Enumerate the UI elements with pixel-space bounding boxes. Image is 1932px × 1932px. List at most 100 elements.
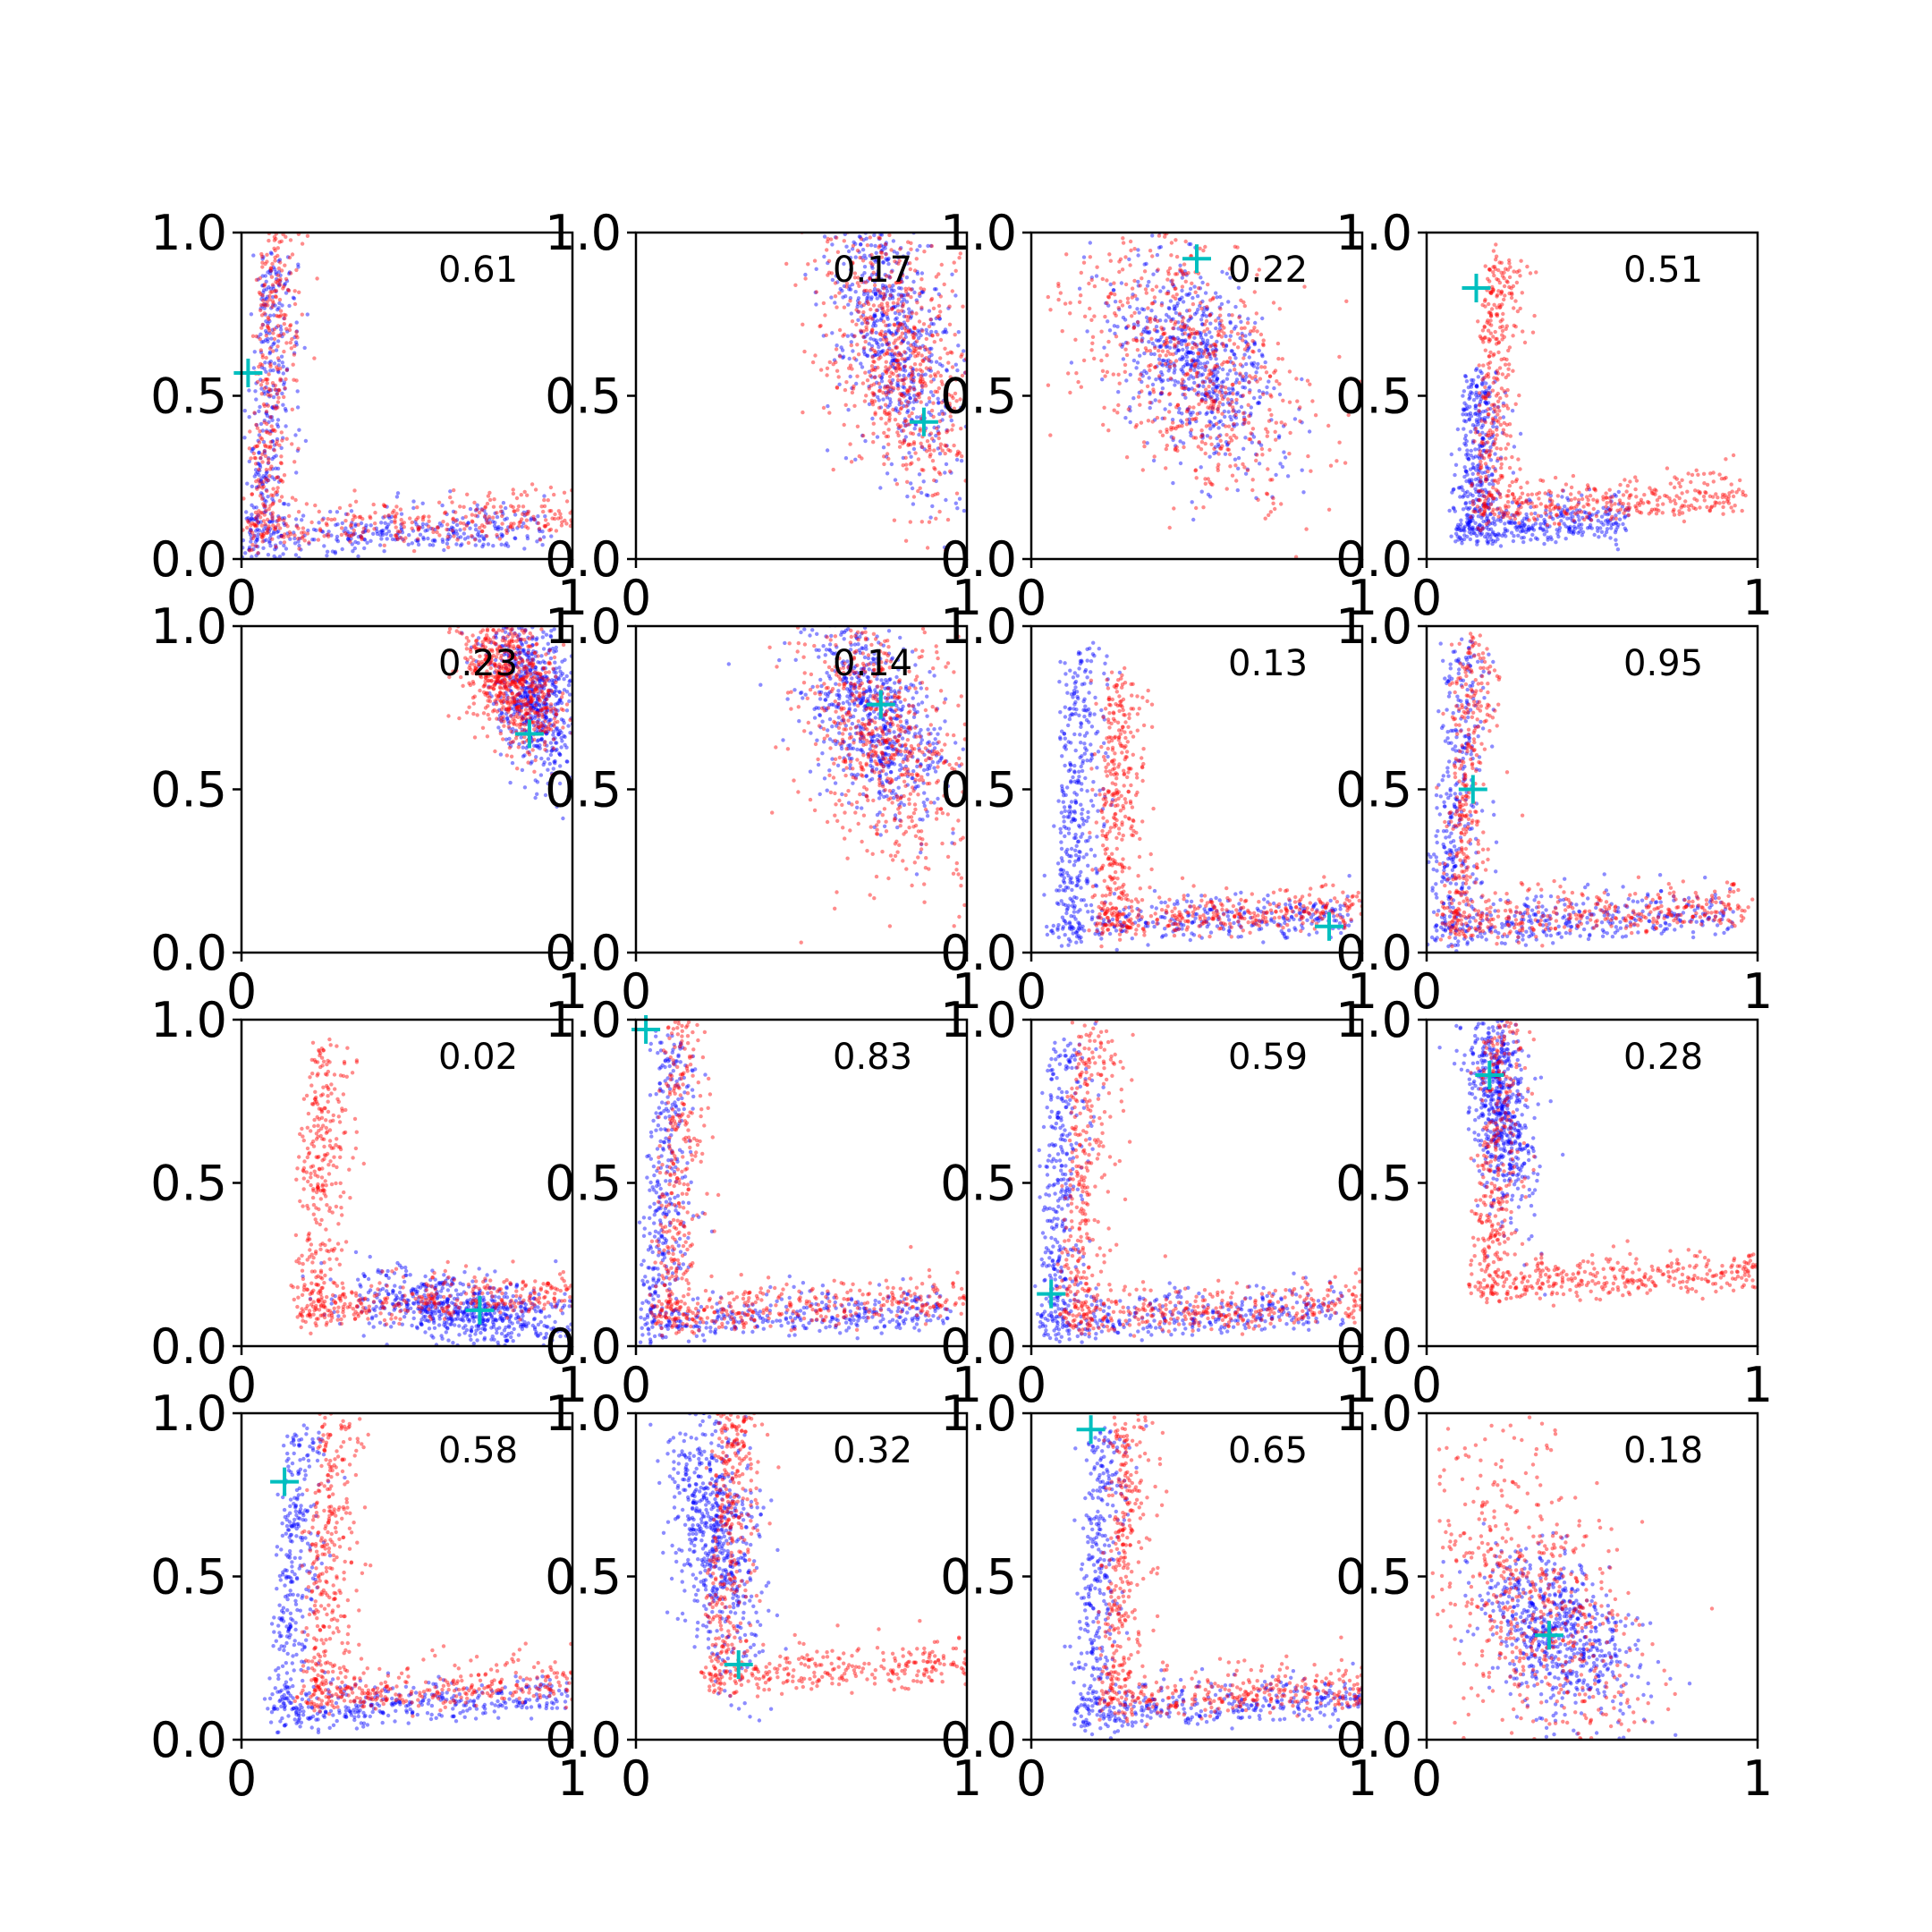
scatter-point bbox=[896, 280, 902, 284]
scatter-point bbox=[1216, 462, 1221, 467]
scatter-point bbox=[904, 399, 909, 403]
scatter-point bbox=[1187, 377, 1191, 381]
scatter-point bbox=[1492, 410, 1496, 414]
scatter-point bbox=[861, 329, 866, 334]
scatter-point bbox=[1571, 529, 1575, 533]
scatter-point bbox=[911, 279, 916, 284]
scatter-point bbox=[874, 272, 878, 276]
scatter-point bbox=[251, 505, 257, 510]
scatter-point bbox=[1192, 368, 1197, 373]
scatter-point bbox=[902, 440, 907, 445]
scatter-point bbox=[1465, 406, 1470, 411]
scatter-point bbox=[1251, 360, 1257, 365]
scatter-point bbox=[876, 288, 880, 292]
scatter-point bbox=[1501, 311, 1505, 317]
scatter-point bbox=[1088, 306, 1092, 311]
scatter-point bbox=[1535, 517, 1539, 521]
scatter-point bbox=[275, 475, 280, 479]
scatter-point bbox=[1275, 379, 1279, 384]
scatter-point bbox=[1579, 510, 1584, 514]
scatter-point bbox=[1167, 364, 1173, 369]
scatter-point bbox=[1104, 301, 1108, 306]
scatter-point bbox=[861, 280, 866, 284]
scatter-point bbox=[1490, 287, 1496, 292]
scatter-point bbox=[881, 297, 886, 301]
scatter-point bbox=[892, 518, 897, 522]
scatter-point bbox=[1145, 326, 1150, 330]
subplot-3: 0.220.00.51.00 1 bbox=[940, 205, 1377, 626]
scatter-point bbox=[1105, 301, 1109, 305]
scatter-point bbox=[263, 312, 267, 317]
scatter-point bbox=[1287, 400, 1292, 404]
scatter-point bbox=[870, 355, 875, 360]
scatter-point bbox=[1487, 310, 1493, 315]
scatter-point bbox=[1211, 350, 1216, 354]
scatter-point bbox=[1215, 376, 1220, 381]
scatter-point bbox=[262, 448, 267, 453]
scatter-point bbox=[1277, 382, 1282, 386]
scatter-point bbox=[1565, 496, 1570, 500]
scatter-point bbox=[465, 492, 470, 496]
scatter-point bbox=[1219, 318, 1224, 323]
scatter-point bbox=[936, 400, 941, 405]
scatter-point bbox=[1479, 488, 1483, 493]
scatter-point bbox=[484, 534, 488, 538]
scatter-point bbox=[284, 377, 288, 382]
scatter-point bbox=[513, 509, 517, 513]
scatter-point bbox=[462, 527, 467, 531]
scatter-point bbox=[1503, 529, 1508, 533]
scatter-point bbox=[928, 366, 933, 370]
scatter-point bbox=[1206, 492, 1211, 497]
scatter-point bbox=[1478, 468, 1482, 472]
scatter-point bbox=[260, 482, 265, 487]
scatter-point bbox=[869, 315, 873, 319]
scatter-point bbox=[1533, 521, 1538, 526]
scatter-point bbox=[1495, 313, 1500, 318]
scatter-point bbox=[1107, 328, 1113, 333]
scatter-point bbox=[302, 345, 307, 351]
scatter-point bbox=[912, 326, 918, 331]
scatter-point bbox=[430, 538, 436, 543]
scatter-point bbox=[266, 270, 270, 275]
scatter-point bbox=[1234, 392, 1240, 396]
scatter-point bbox=[1483, 304, 1487, 309]
scatter-point bbox=[1479, 532, 1483, 537]
scatter-point bbox=[1622, 511, 1626, 515]
scatter-point bbox=[1484, 441, 1488, 445]
scatter-point bbox=[850, 333, 854, 337]
scatter-point bbox=[1161, 378, 1165, 383]
scatter-point bbox=[1547, 524, 1552, 529]
scatter-point bbox=[841, 295, 845, 300]
scatter-point bbox=[855, 424, 860, 428]
scatter-point bbox=[887, 346, 892, 351]
scatter-point bbox=[860, 433, 866, 438]
scatter-point bbox=[1255, 379, 1259, 384]
scatter-point bbox=[1281, 424, 1286, 428]
scatter-point bbox=[906, 315, 911, 319]
scatter-point bbox=[371, 502, 376, 507]
scatter-point bbox=[928, 390, 934, 394]
scatter-point bbox=[1214, 385, 1218, 389]
scatter-point bbox=[1200, 299, 1205, 304]
scatter-point bbox=[1490, 473, 1495, 478]
scatter-point bbox=[1504, 513, 1510, 518]
scatter-point bbox=[1488, 458, 1494, 462]
scatter-point bbox=[458, 528, 462, 532]
scatter-point bbox=[1158, 392, 1164, 396]
scatter-point bbox=[1271, 501, 1275, 505]
scatter-point bbox=[401, 538, 405, 542]
scatter-point bbox=[1708, 471, 1713, 476]
scatter-point bbox=[860, 456, 864, 461]
scatter-point bbox=[1478, 334, 1483, 339]
scatter-point bbox=[485, 501, 490, 506]
scatter-point bbox=[942, 411, 947, 416]
scatter-point bbox=[1106, 339, 1111, 344]
scatter-point bbox=[1182, 379, 1186, 384]
scatter-point bbox=[250, 484, 254, 488]
scatter-point bbox=[316, 538, 321, 542]
scatter-point bbox=[485, 517, 489, 521]
scatter-point bbox=[266, 393, 270, 397]
scatter-point bbox=[1460, 538, 1464, 543]
scatter-point bbox=[1196, 365, 1201, 370]
scatter-point bbox=[451, 530, 456, 535]
